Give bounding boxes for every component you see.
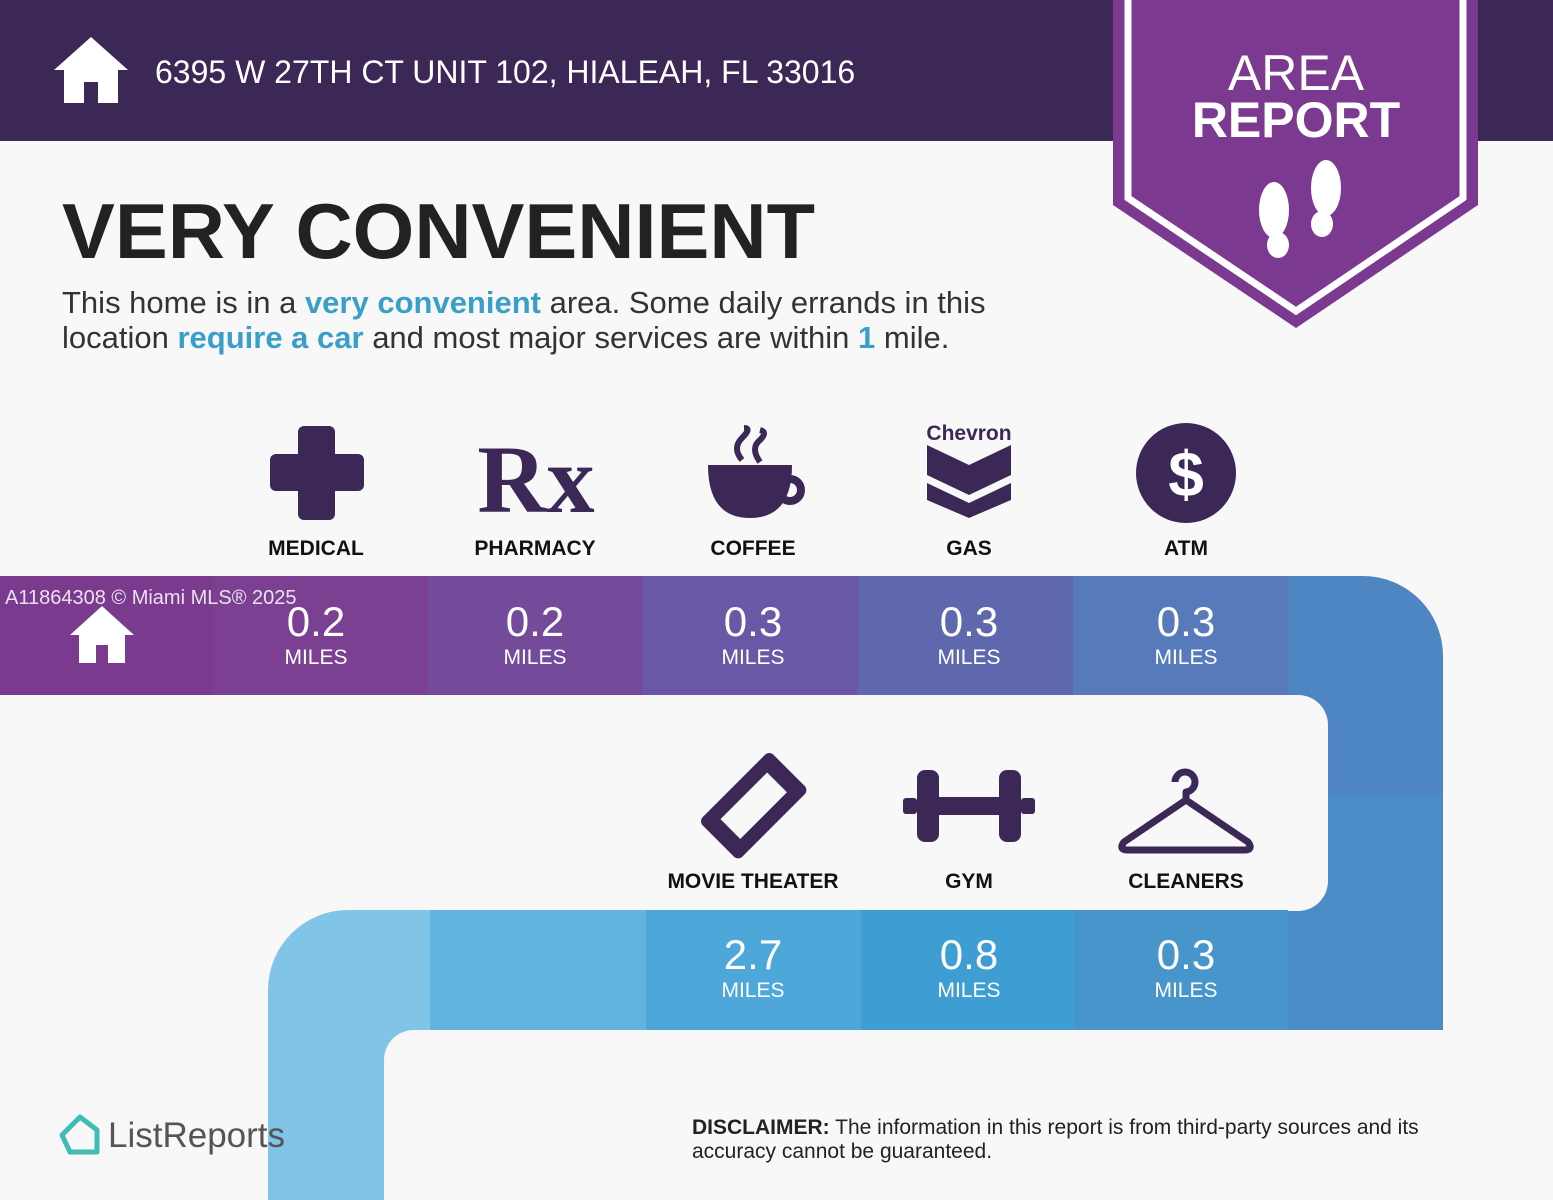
- amenity-label: PHARMACY: [474, 537, 595, 560]
- road: [0, 576, 1443, 1200]
- summary-highlight: 1: [858, 320, 875, 355]
- footprints-icon: [1259, 160, 1341, 258]
- rating-title: VERY CONVENIENT: [62, 187, 815, 275]
- atm-symbol: $: [1168, 438, 1204, 510]
- summary-line: This home is in a very convenient area. …: [62, 285, 986, 320]
- distance-unit: MILES: [503, 646, 566, 669]
- amenity-label: CLEANERS: [1128, 870, 1244, 893]
- disclaimer-text: The information in this report is from t…: [830, 1116, 1419, 1139]
- summary-text: area. Some daily errands in this: [541, 285, 986, 320]
- amenity-label: MEDICAL: [268, 537, 364, 560]
- badge-border: [1124, 0, 1467, 316]
- badge-line: REPORT: [1192, 92, 1400, 148]
- summary-text: mile.: [875, 320, 949, 355]
- home-icon: [54, 37, 128, 103]
- summary-text: and most major services are within: [364, 320, 858, 355]
- summary-text: location: [62, 320, 177, 355]
- home-icon: [70, 606, 134, 663]
- distance-unit: MILES: [721, 979, 784, 1002]
- summary-text: This home is in a: [62, 285, 305, 320]
- amenity-label: ATM: [1164, 537, 1208, 560]
- amenity-label: COFFEE: [710, 537, 795, 560]
- gas-icon: [927, 445, 1011, 518]
- distance: 0.3: [724, 598, 782, 645]
- distance-unit: MILES: [1154, 646, 1217, 669]
- distance-unit: MILES: [937, 646, 1000, 669]
- watermark: A11864308 © Miami MLS® 2025: [5, 587, 296, 609]
- distance: 0.3: [1157, 931, 1215, 978]
- distance: 0.2: [287, 598, 345, 645]
- distance-unit: MILES: [721, 646, 784, 669]
- address: 6395 W 27TH CT UNIT 102, HIALEAH, FL 330…: [155, 54, 855, 90]
- cleaners-icon: [1118, 768, 1254, 854]
- gym-icon: [903, 770, 1035, 842]
- atm-icon: [1136, 423, 1236, 523]
- coffee-icon: [708, 425, 805, 518]
- distance: 0.8: [940, 931, 998, 978]
- distance: 2.7: [724, 931, 782, 978]
- distance-unit: MILES: [284, 646, 347, 669]
- distance-unit: MILES: [937, 979, 1000, 1002]
- gas-brand: Chevron: [926, 422, 1011, 445]
- amenity-label: GYM: [945, 870, 993, 893]
- logo: ListReports: [108, 1116, 285, 1155]
- summary-line: location require a car and most major se…: [62, 320, 949, 355]
- summary-highlight: very convenient: [305, 285, 541, 320]
- pharmacy-icon: Rx: [477, 426, 594, 533]
- amenity-label: MOVIE THEATER: [667, 870, 838, 893]
- badge-line: AREA: [1228, 45, 1365, 101]
- distance-unit: MILES: [1154, 979, 1217, 1002]
- logo-icon: [59, 1114, 100, 1155]
- distance: 0.2: [506, 598, 564, 645]
- medical-icon: [270, 426, 364, 520]
- summary-highlight: require a car: [177, 320, 363, 355]
- distance: 0.3: [940, 598, 998, 645]
- amenity-label: GAS: [946, 537, 992, 560]
- disclaimer-label: DISCLAIMER:: [692, 1116, 830, 1139]
- movie-icon: [701, 753, 807, 859]
- distance: 0.3: [1157, 598, 1215, 645]
- disclaimer-text: accuracy cannot be guaranteed.: [692, 1140, 992, 1163]
- disclaimer: DISCLAIMER: The information in this repo…: [692, 1116, 1419, 1139]
